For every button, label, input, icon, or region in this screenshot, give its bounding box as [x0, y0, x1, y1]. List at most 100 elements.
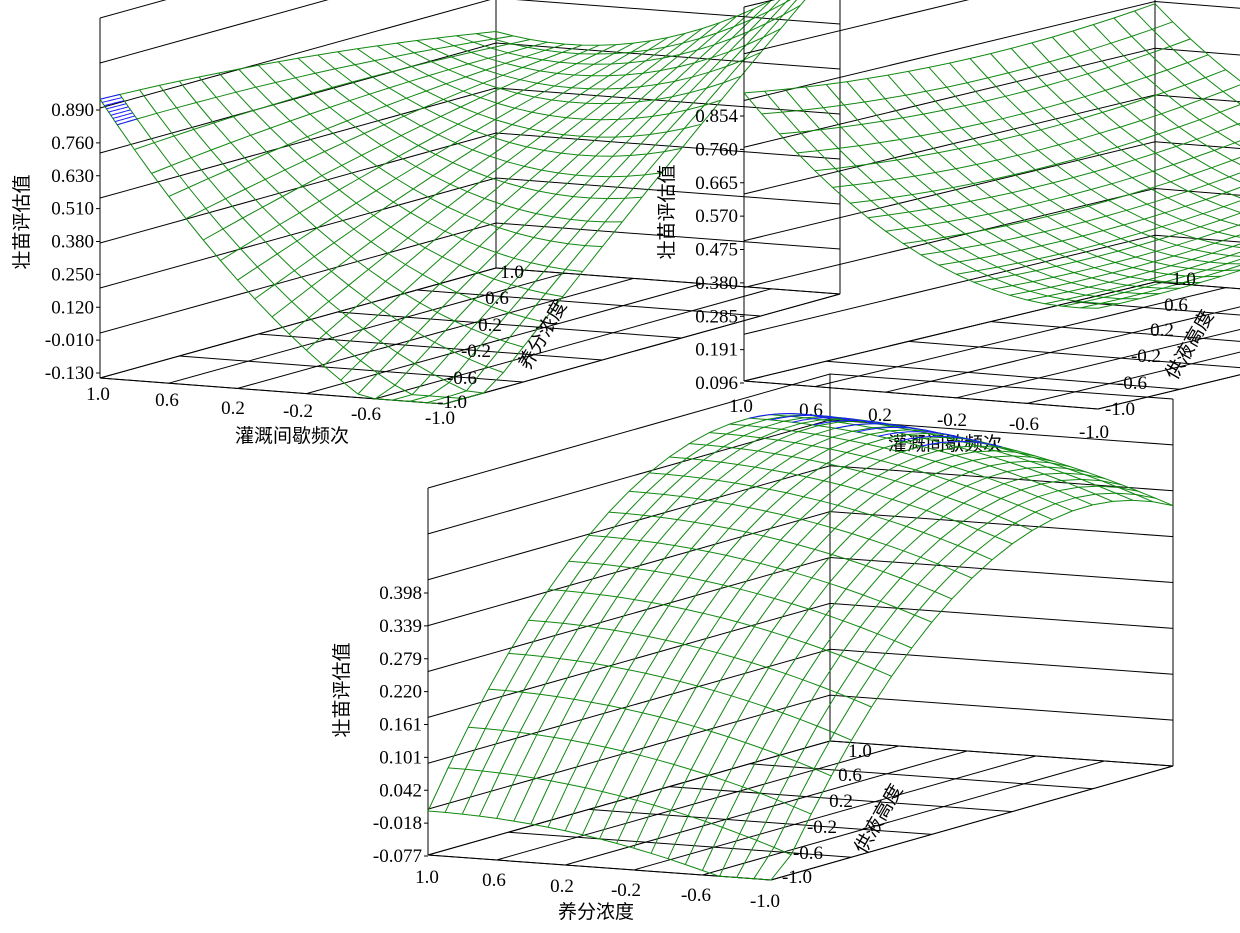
z-tick-label: 0.096: [695, 373, 738, 394]
floor-grid-line: [829, 740, 1174, 767]
surface-mesh-line: [719, 478, 1122, 877]
surface-highlight-line: [878, 431, 959, 438]
floor-grid-line: [1154, 281, 1240, 290]
x-tick-label: -0.6: [351, 404, 381, 425]
wall-grid-line: [427, 465, 1174, 581]
x-tick-label: -1.0: [1079, 422, 1109, 443]
y-axis-line: [770, 765, 1174, 881]
surface-mesh-line: [908, 71, 1240, 265]
z-tick-label: 0.279: [379, 649, 422, 670]
surface-highlight-line: [835, 423, 916, 430]
x-tick-label: -0.6: [1009, 414, 1039, 435]
z-tick-label: 0.285: [695, 306, 738, 327]
surface-highlight-line: [920, 440, 1002, 448]
x-tick-label: 0.6: [482, 870, 506, 891]
surface-mesh-line: [317, 54, 662, 178]
floor-grid-line: [588, 808, 932, 835]
x-tick-label: 1.0: [415, 867, 439, 888]
floor-grid-line: [633, 755, 1036, 871]
surface-mesh-line: [1044, 251, 1240, 305]
y-tick-label: -0.2: [807, 817, 837, 838]
x-tick-label: 0.2: [221, 398, 245, 419]
floor-grid-line: [237, 277, 634, 389]
surface-mesh-line: [443, 0, 806, 405]
y-tick-label: 0.6: [485, 288, 509, 309]
z-tick-label: 0.120: [51, 297, 94, 318]
surface-mesh-line: [277, 61, 623, 223]
surface-mesh-line: [476, 0, 791, 55]
surface-mesh-line: [258, 64, 603, 248]
x-tick-label: 0.2: [868, 405, 892, 426]
surface-mesh-line: [218, 72, 563, 298]
surface-mesh-line: [528, 619, 872, 708]
surface-highlight-line: [106, 103, 127, 110]
wall-grid-line: [99, 42, 841, 154]
surface-mesh-line: [139, 89, 484, 394]
y-tick-label: 1.0: [848, 741, 872, 762]
wall-grid-line: [427, 511, 1174, 627]
x-axis-line: [427, 854, 772, 881]
surface-mesh-line: [1092, 24, 1240, 147]
floor-grid-line: [496, 745, 899, 861]
surface-mesh-line: [784, 88, 1140, 300]
surface-highlight-line: [117, 118, 138, 126]
y-tick-label: -0.6: [447, 368, 477, 389]
surface-highlight-line: [112, 112, 133, 119]
floor-grid-line: [908, 340, 1240, 369]
surface-mesh-line: [649, 472, 993, 561]
surface-mesh-line: [729, 423, 1073, 512]
x-tick-label: -1.0: [750, 891, 780, 912]
x-tick-label: 1.0: [86, 384, 110, 405]
x-tick-label: -0.2: [283, 401, 313, 422]
wall-grid-line: [743, 0, 970, 55]
floor-grid-line: [179, 355, 524, 383]
surface-highlight-line: [856, 426, 938, 434]
z-tick-label: 0.339: [379, 616, 422, 637]
surface-mesh-line: [825, 84, 1181, 289]
surface-mesh-line: [488, 688, 832, 777]
floor-grid-line: [416, 289, 761, 317]
y-axis-label: 养分浓度: [514, 297, 571, 374]
surface-mesh-line: [117, 35, 514, 126]
x-tick-label: 0.2: [550, 876, 574, 897]
z-tick-label: 0.854: [695, 106, 738, 127]
surface-mesh-line: [337, 51, 682, 157]
z-tick-label: 0.161: [379, 715, 422, 736]
y-tick-label: -1.0: [1105, 399, 1135, 420]
z-tick-label: 0.665: [695, 173, 738, 194]
z-axis-label: 壮苗评估值: [656, 164, 678, 259]
surface-mesh-line: [1010, 48, 1240, 213]
surface-mesh-line: [829, 418, 1174, 507]
x-axis-line: [743, 380, 1099, 410]
surface-mesh-line: [887, 74, 1240, 272]
surface-mesh-line: [376, 45, 722, 121]
surface-highlight-line: [99, 94, 120, 100]
x-tick-label: -0.2: [611, 880, 641, 901]
surface-highlight-line: [108, 106, 129, 113]
y-tick-label: 0.2: [478, 315, 502, 336]
surface-chart-nutrient-vs-liquid-height: 0.398 0.339 0.279 0.220 0.161 0.101 0.042 -0.01…: [331, 373, 1174, 923]
z-tick-label: 0.220: [379, 682, 422, 703]
y-tick-label: 1.0: [1172, 269, 1196, 290]
z-tick-label: 0.890: [51, 100, 94, 121]
z-tick-label: 0.475: [695, 240, 738, 261]
wall-grid-line: [427, 694, 1174, 810]
y-tick-label: 0.6: [1164, 295, 1188, 316]
surface-mesh-line: [701, 472, 1105, 871]
surface-mesh-line: [743, 92, 1099, 309]
y-axis-line: [1097, 374, 1240, 410]
z-axis-label: 壮苗评估值: [11, 174, 33, 269]
surface-mesh-line: [669, 456, 1013, 545]
y-axis-line: [443, 293, 841, 405]
surface-mesh-line: [1154, 3, 1240, 82]
surface-mesh-line: [99, 31, 497, 100]
y-tick-label: 0.2: [829, 791, 853, 812]
surface-mesh-line: [178, 80, 524, 348]
y-tick-label: -1.0: [437, 392, 467, 413]
surface-mesh-line: [198, 76, 544, 323]
surface-mesh-line: [159, 85, 504, 374]
floor-grid-line: [565, 750, 968, 866]
surface-highlight-line: [114, 115, 135, 123]
surface-mesh-line: [238, 68, 583, 272]
surface-mesh-line: [628, 490, 973, 579]
